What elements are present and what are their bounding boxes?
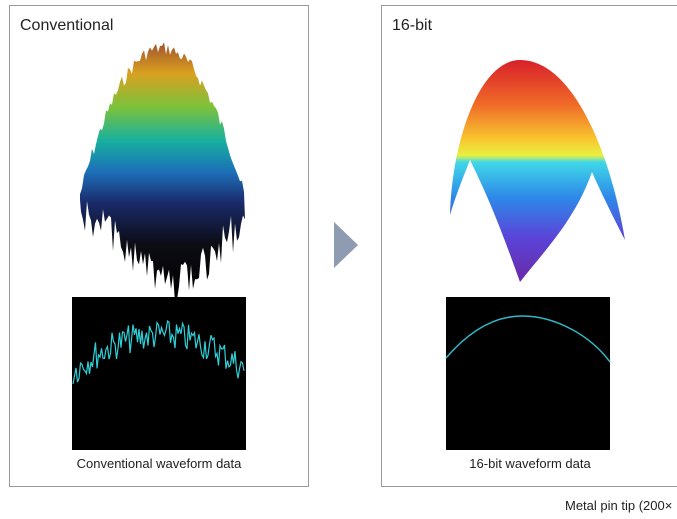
panel-title: Conventional (20, 17, 113, 34)
conventional-surface (80, 42, 245, 302)
panel-title: 16-bit (392, 17, 433, 34)
waveform-line (445, 315, 611, 363)
waveform-box (72, 297, 246, 450)
waveform-box (446, 297, 610, 450)
figure-caption: Metal pin tip (200× (565, 498, 672, 513)
arrow (334, 222, 358, 268)
panel-caption: Conventional waveform data (77, 456, 243, 471)
16bit-surface (450, 60, 625, 282)
panel-caption: 16-bit waveform data (469, 456, 591, 471)
waveform-line (72, 320, 245, 385)
